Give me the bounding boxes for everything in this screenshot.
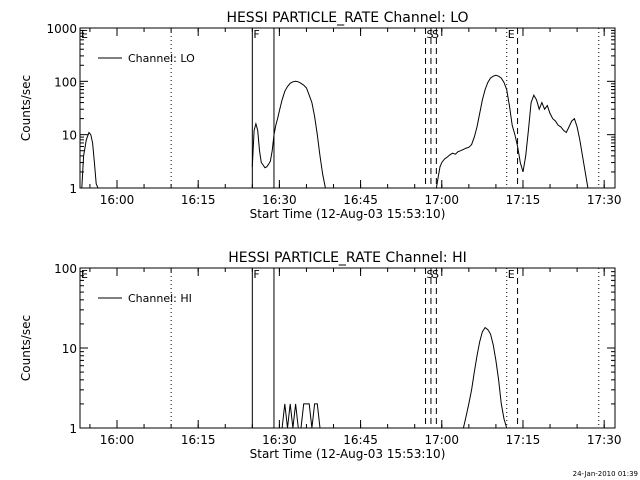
chart-title: HESSI PARTICLE_RATE Channel: HI <box>228 250 466 266</box>
flag-label: E <box>81 28 88 41</box>
y-tick-label: 100 <box>54 262 77 276</box>
x-tick-label: 16:45 <box>343 433 378 447</box>
flag-label: E <box>508 28 515 41</box>
x-tick-label: 17:30 <box>587 433 622 447</box>
flag-label: E <box>81 268 88 281</box>
y-tick-label: 1000 <box>46 22 77 36</box>
x-tick-label: 16:30 <box>262 193 297 207</box>
x-tick-label: 16:00 <box>100 193 135 207</box>
flag-label: F <box>253 28 259 41</box>
x-tick-label: 16:15 <box>181 433 216 447</box>
x-axis-label: Start Time (12-Aug-03 15:53:10) <box>250 447 446 461</box>
y-tick-label: 1 <box>69 422 77 436</box>
y-tick-label: 10 <box>62 342 77 356</box>
x-tick-label: 16:00 <box>100 433 135 447</box>
series-line <box>462 326 508 429</box>
flag-label: E <box>508 268 515 281</box>
x-tick-label: 17:30 <box>587 193 622 207</box>
x-tick-label: 17:00 <box>424 193 459 207</box>
x-tick-label: 16:45 <box>343 193 378 207</box>
footer-timestamp: 24-Jan-2010 01:39 <box>573 470 638 478</box>
legend-entry: Channel: LO <box>128 52 195 65</box>
y-tick-label: 1 <box>69 182 77 196</box>
flag-label: S <box>427 28 434 41</box>
flag-label: S <box>432 268 439 281</box>
x-tick-label: 17:00 <box>424 433 459 447</box>
y-axis-label: Counts/sec <box>19 315 33 381</box>
flag-label: F <box>253 268 259 281</box>
y-axis-label: Counts/sec <box>19 75 33 141</box>
x-tick-label: 16:15 <box>181 193 216 207</box>
x-tick-label: 16:30 <box>262 433 297 447</box>
series-line <box>435 74 589 189</box>
y-tick-label: 10 <box>62 129 77 143</box>
panel-lo: HESSI PARTICLE_RATE Channel: LO 16:00 16:1… <box>19 10 621 221</box>
flag-label: S <box>432 28 439 41</box>
flag-label: S <box>427 268 434 281</box>
x-axis-label: Start Time (12-Aug-03 15:53:10) <box>250 207 446 221</box>
series-line <box>251 80 326 189</box>
legend-entry: Channel: HI <box>128 292 192 305</box>
x-tick-label: 17:15 <box>506 193 541 207</box>
chart-title: HESSI PARTICLE_RATE Channel: LO <box>226 10 468 26</box>
y-tick-label: 100 <box>54 75 77 89</box>
series-line <box>281 403 321 429</box>
panel-hi: HESSI PARTICLE_RATE Channel: HI 16:00 16:1… <box>19 250 621 461</box>
x-tick-label: 17:15 <box>506 433 541 447</box>
series-line <box>81 131 99 189</box>
